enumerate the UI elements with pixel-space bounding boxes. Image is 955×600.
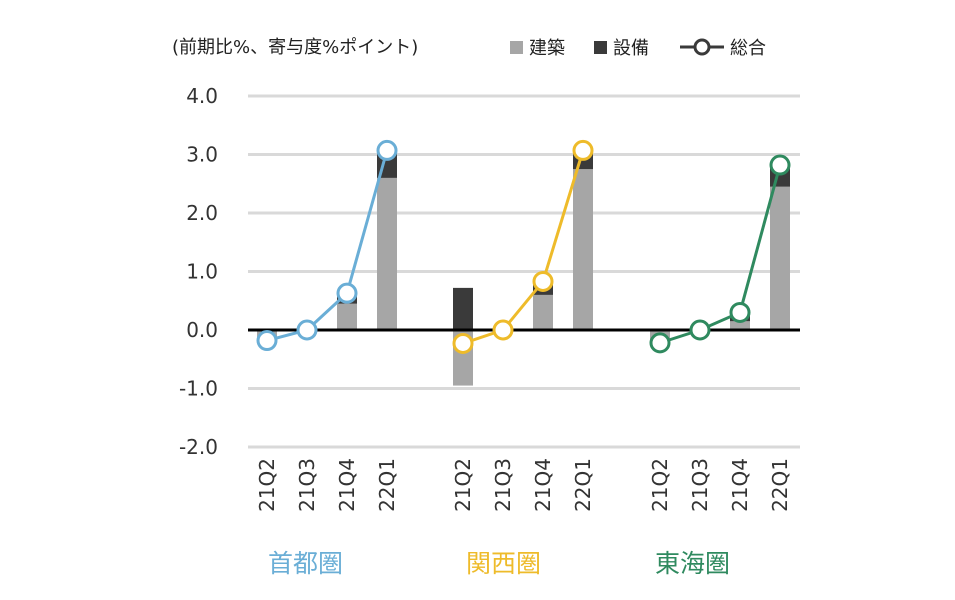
x-tick-label: 21Q4 [531,458,555,512]
x-tick-label: 22Q1 [571,458,595,512]
x-tick-label: 21Q2 [451,458,475,512]
x-tick-label: 21Q4 [728,458,752,512]
total-line [659,164,782,345]
y-tick-label: 1.0 [186,260,218,284]
x-tick-label: 21Q3 [688,458,712,512]
region-label-shutoken: 首都圏 [268,549,344,578]
total-line [462,149,585,345]
y-tick-label: -1.0 [179,377,218,401]
total-line [266,150,389,342]
y-tick-label: 2.0 [186,201,218,225]
legend-total: 総合 [680,34,766,60]
total-point [572,139,594,161]
bar-construction [573,169,593,330]
x-tick-label: 21Q2 [648,458,672,512]
region-label-kansai: 関西圏 [466,549,542,578]
legend-construction-swatch [510,40,523,54]
total-point [256,330,278,352]
y-tick-label: 3.0 [186,143,218,167]
x-tick-label: 22Q1 [768,458,792,512]
total-point [729,301,751,323]
total-point [492,319,514,341]
x-tick-label: 21Q3 [491,458,515,512]
total-point [336,282,358,304]
x-tick-label: 22Q1 [375,458,399,512]
legend-equipment-swatch [594,40,607,54]
x-tick-label: 21Q4 [335,458,359,512]
legend-equipment-label: 設備 [613,38,649,59]
total-point [769,154,791,176]
bar-construction [770,186,790,330]
total-point [649,332,671,354]
y-tick-label: -2.0 [179,435,218,459]
legend-equipment: 設備 [594,34,649,60]
total-point [689,319,711,341]
y-tick-label: 4.0 [186,84,218,108]
legend-construction-label: 建築 [529,38,565,59]
total-point [532,270,554,292]
bar-construction [337,303,357,330]
legend-construction: 建築 [510,34,565,60]
bar-construction [377,177,397,330]
x-tick-label: 21Q2 [255,458,279,512]
x-tick-label: 21Q3 [295,458,319,512]
y-tick-label: 0.0 [186,318,218,342]
bar-equipment [453,287,473,330]
bar-construction [533,294,553,330]
total-point [296,319,318,341]
region-label-tokai: 東海圏 [655,549,731,578]
legend-total-label: 総合 [730,38,766,59]
bar-construction [730,321,750,330]
total-point [376,139,398,161]
total-point [452,332,474,354]
unit-label: (前期比%、寄与度%ポイント) [172,37,419,58]
legend-total-line-marker [680,38,724,56]
